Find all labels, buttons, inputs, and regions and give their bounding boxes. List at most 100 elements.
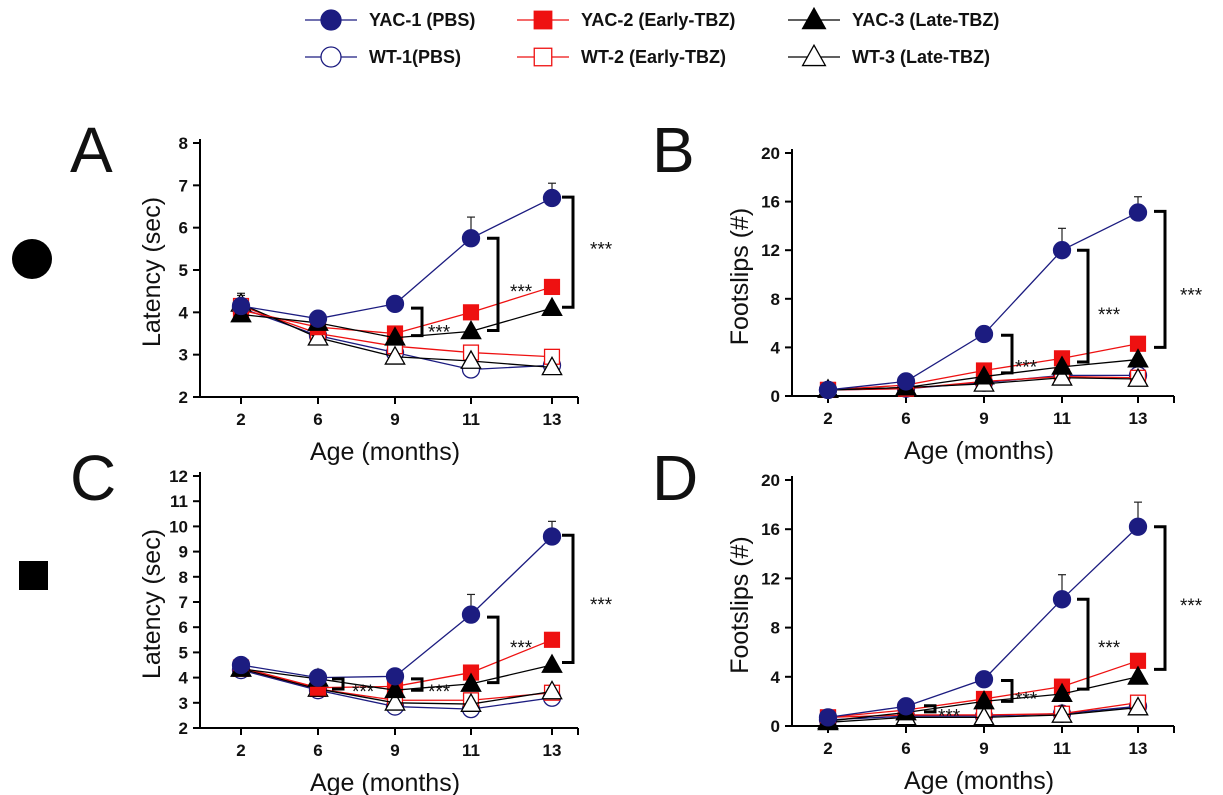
significance-bracket xyxy=(1154,209,1167,349)
y-tick-label: 9 xyxy=(179,543,188,562)
y-tick-label: 5 xyxy=(179,643,188,662)
panel-a: A 2 3 4 5 6 7 8 2 6 9 11 13 Age (months) Latency (sec)… xyxy=(70,114,613,466)
legend-label: WT-3 (Late-TBZ) xyxy=(852,47,990,67)
data-point xyxy=(460,349,482,369)
legend-entry: WT-2 (Early-TBZ) xyxy=(517,47,726,67)
y-tick-label: 3 xyxy=(179,346,188,365)
y-tick-label: 7 xyxy=(179,593,188,612)
significance-bracket xyxy=(562,533,575,664)
significance-bracket xyxy=(487,236,500,333)
data-point xyxy=(541,356,563,376)
y-tick-label: 7 xyxy=(179,176,188,195)
y-tick-label: 10 xyxy=(169,517,188,536)
data-point xyxy=(974,670,994,689)
data-point xyxy=(308,668,328,687)
data-point xyxy=(1127,665,1149,685)
data-point xyxy=(461,229,481,248)
data-point xyxy=(384,345,406,365)
data-point xyxy=(542,188,562,208)
data-point xyxy=(385,667,405,686)
significance-label: *** xyxy=(1015,689,1038,710)
significance-bracket xyxy=(1077,248,1090,364)
y-tick-label: 12 xyxy=(169,467,188,486)
significance-bracket xyxy=(487,615,500,685)
data-point xyxy=(973,706,995,726)
x-tick-label: 6 xyxy=(901,739,910,758)
legend-marker-triangle-icon xyxy=(801,43,827,67)
y-tick-label: 20 xyxy=(761,144,780,163)
significance-label: *** xyxy=(1180,596,1203,617)
x-tick-label: 9 xyxy=(390,741,399,760)
data-point xyxy=(542,527,562,546)
x-tick-label: 9 xyxy=(979,409,988,428)
y-tick-label: 8 xyxy=(179,568,188,587)
data-point xyxy=(462,304,480,321)
y-tick-label: 4 xyxy=(771,668,781,687)
y-axis-title: Footslips (#) xyxy=(726,208,754,346)
significance-label: *** xyxy=(1098,638,1121,659)
significance-label: *** xyxy=(1098,305,1121,326)
significance-label: *** xyxy=(938,707,961,728)
x-tick-label: 2 xyxy=(823,739,832,758)
significance-bracket xyxy=(1001,333,1014,375)
data-point xyxy=(896,697,916,716)
y-tick-label: 0 xyxy=(771,717,780,736)
filled-circle-icon xyxy=(12,239,52,279)
x-tick-label: 13 xyxy=(543,410,562,429)
data-point xyxy=(541,653,563,673)
significance-label: *** xyxy=(1180,286,1203,307)
y-axis-title: Latency (sec) xyxy=(138,529,166,679)
y-tick-label: 16 xyxy=(761,193,780,212)
legend-label: YAC-1 (PBS) xyxy=(369,10,475,30)
significance-label: *** xyxy=(590,595,613,616)
y-tick-label: 12 xyxy=(761,241,780,260)
x-tick-label: 6 xyxy=(313,410,322,429)
legend-marker-circle-icon xyxy=(320,46,342,68)
legend-entry: YAC-3 (Late-TBZ) xyxy=(788,6,999,30)
data-point xyxy=(541,680,563,700)
significance-bracket xyxy=(1154,525,1167,671)
data-point xyxy=(460,692,482,712)
y-tick-label: 2 xyxy=(179,719,188,738)
legend-entry: WT-1(PBS) xyxy=(305,46,461,68)
y-tick-label: 4 xyxy=(179,303,189,322)
data-point xyxy=(384,326,406,346)
data-point xyxy=(543,631,561,648)
y-tick-label: 20 xyxy=(761,471,780,490)
x-tick-label: 9 xyxy=(979,739,988,758)
significance-bracket xyxy=(332,677,345,691)
data-point xyxy=(385,294,405,314)
x-tick-label: 11 xyxy=(462,741,480,760)
data-point xyxy=(384,678,406,699)
data-point xyxy=(1128,203,1148,222)
data-point xyxy=(818,708,838,727)
legend-marker-square-icon xyxy=(533,47,553,67)
data-point xyxy=(1127,367,1149,387)
data-point xyxy=(308,309,328,328)
series-line xyxy=(827,526,1139,719)
series-yac1 xyxy=(818,501,1148,727)
x-tick-label: 13 xyxy=(543,741,562,760)
series-yac1 xyxy=(231,182,562,328)
x-axis-title: Age (months) xyxy=(904,437,1054,465)
panel-letter: D xyxy=(652,442,698,514)
x-axis-title: Age (months) xyxy=(310,438,460,466)
x-tick-label: 11 xyxy=(462,410,480,429)
series-line xyxy=(240,536,553,679)
significance-bracket xyxy=(411,306,424,338)
legend-entry: YAC-2 (Early-TBZ) xyxy=(517,10,735,30)
y-tick-label: 4 xyxy=(771,338,781,357)
significance-bracket xyxy=(1001,678,1014,703)
data-point xyxy=(543,278,561,296)
data-point xyxy=(1127,348,1149,368)
x-tick-label: 11 xyxy=(1053,739,1071,758)
data-point xyxy=(974,324,994,344)
legend-label: YAC-3 (Late-TBZ) xyxy=(852,10,999,30)
legend-entry: WT-3 (Late-TBZ) xyxy=(788,43,990,67)
x-tick-label: 13 xyxy=(1129,739,1148,758)
legend-label: YAC-2 (Early-TBZ) xyxy=(581,10,735,30)
y-tick-label: 6 xyxy=(179,219,188,238)
panel-letter: C xyxy=(70,442,116,514)
series-yac1 xyxy=(231,520,562,687)
